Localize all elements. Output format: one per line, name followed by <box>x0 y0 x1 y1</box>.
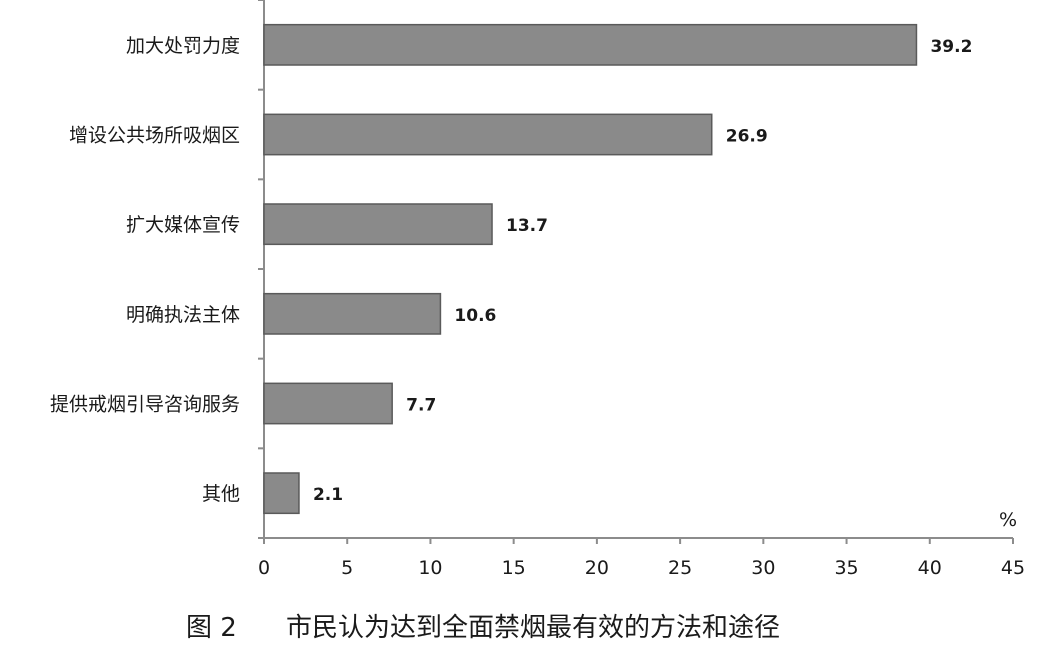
axes <box>258 0 1014 544</box>
bar <box>263 203 493 246</box>
bar <box>263 113 713 156</box>
category-label: 其他 <box>202 483 240 505</box>
value-label: 13.7 <box>506 216 548 236</box>
y-axis-ticks <box>258 0 264 539</box>
value-label: 2.1 <box>313 485 343 505</box>
x-tick-label: 10 <box>418 557 442 579</box>
x-tick-label: 25 <box>668 557 692 579</box>
x-tick-label: 15 <box>502 557 526 579</box>
value-label: 26.9 <box>726 127 768 147</box>
value-labels: 39.2 26.9 13.7 10.6 7.7 2.1 <box>313 37 972 505</box>
x-tick-label: 45 <box>1001 557 1025 579</box>
category-label: 扩大媒体宣传 <box>126 214 240 236</box>
bar <box>263 472 300 515</box>
category-label: 明确执法主体 <box>126 304 240 326</box>
figure-caption: 市民认为达到全面禁烟最有效的方法和途径 <box>286 613 780 643</box>
figure-number: 图 2 <box>186 613 237 643</box>
bar <box>263 292 442 335</box>
x-tick-label: 20 <box>585 557 609 579</box>
bars <box>263 23 918 515</box>
value-label: 39.2 <box>930 37 972 57</box>
x-tick-label: 30 <box>751 557 775 579</box>
x-tick-labels: 0 5 10 15 20 25 30 35 40 45 <box>258 557 1025 579</box>
category-label: 加大处罚力度 <box>126 35 240 57</box>
x-tick-label: 40 <box>918 557 942 579</box>
x-axis-ticks <box>263 538 1014 544</box>
unit-label: % <box>999 509 1017 531</box>
category-label: 提供戒烟引导咨询服务 <box>50 394 240 416</box>
bar <box>263 23 918 66</box>
bar <box>263 382 393 425</box>
x-tick-label: 0 <box>258 557 270 579</box>
category-label: 增设公共场所吸烟区 <box>69 125 240 147</box>
x-tick-label: 35 <box>834 557 858 579</box>
value-label: 7.7 <box>406 396 436 416</box>
value-label: 10.6 <box>454 306 496 326</box>
x-tick-label: 5 <box>341 557 353 579</box>
